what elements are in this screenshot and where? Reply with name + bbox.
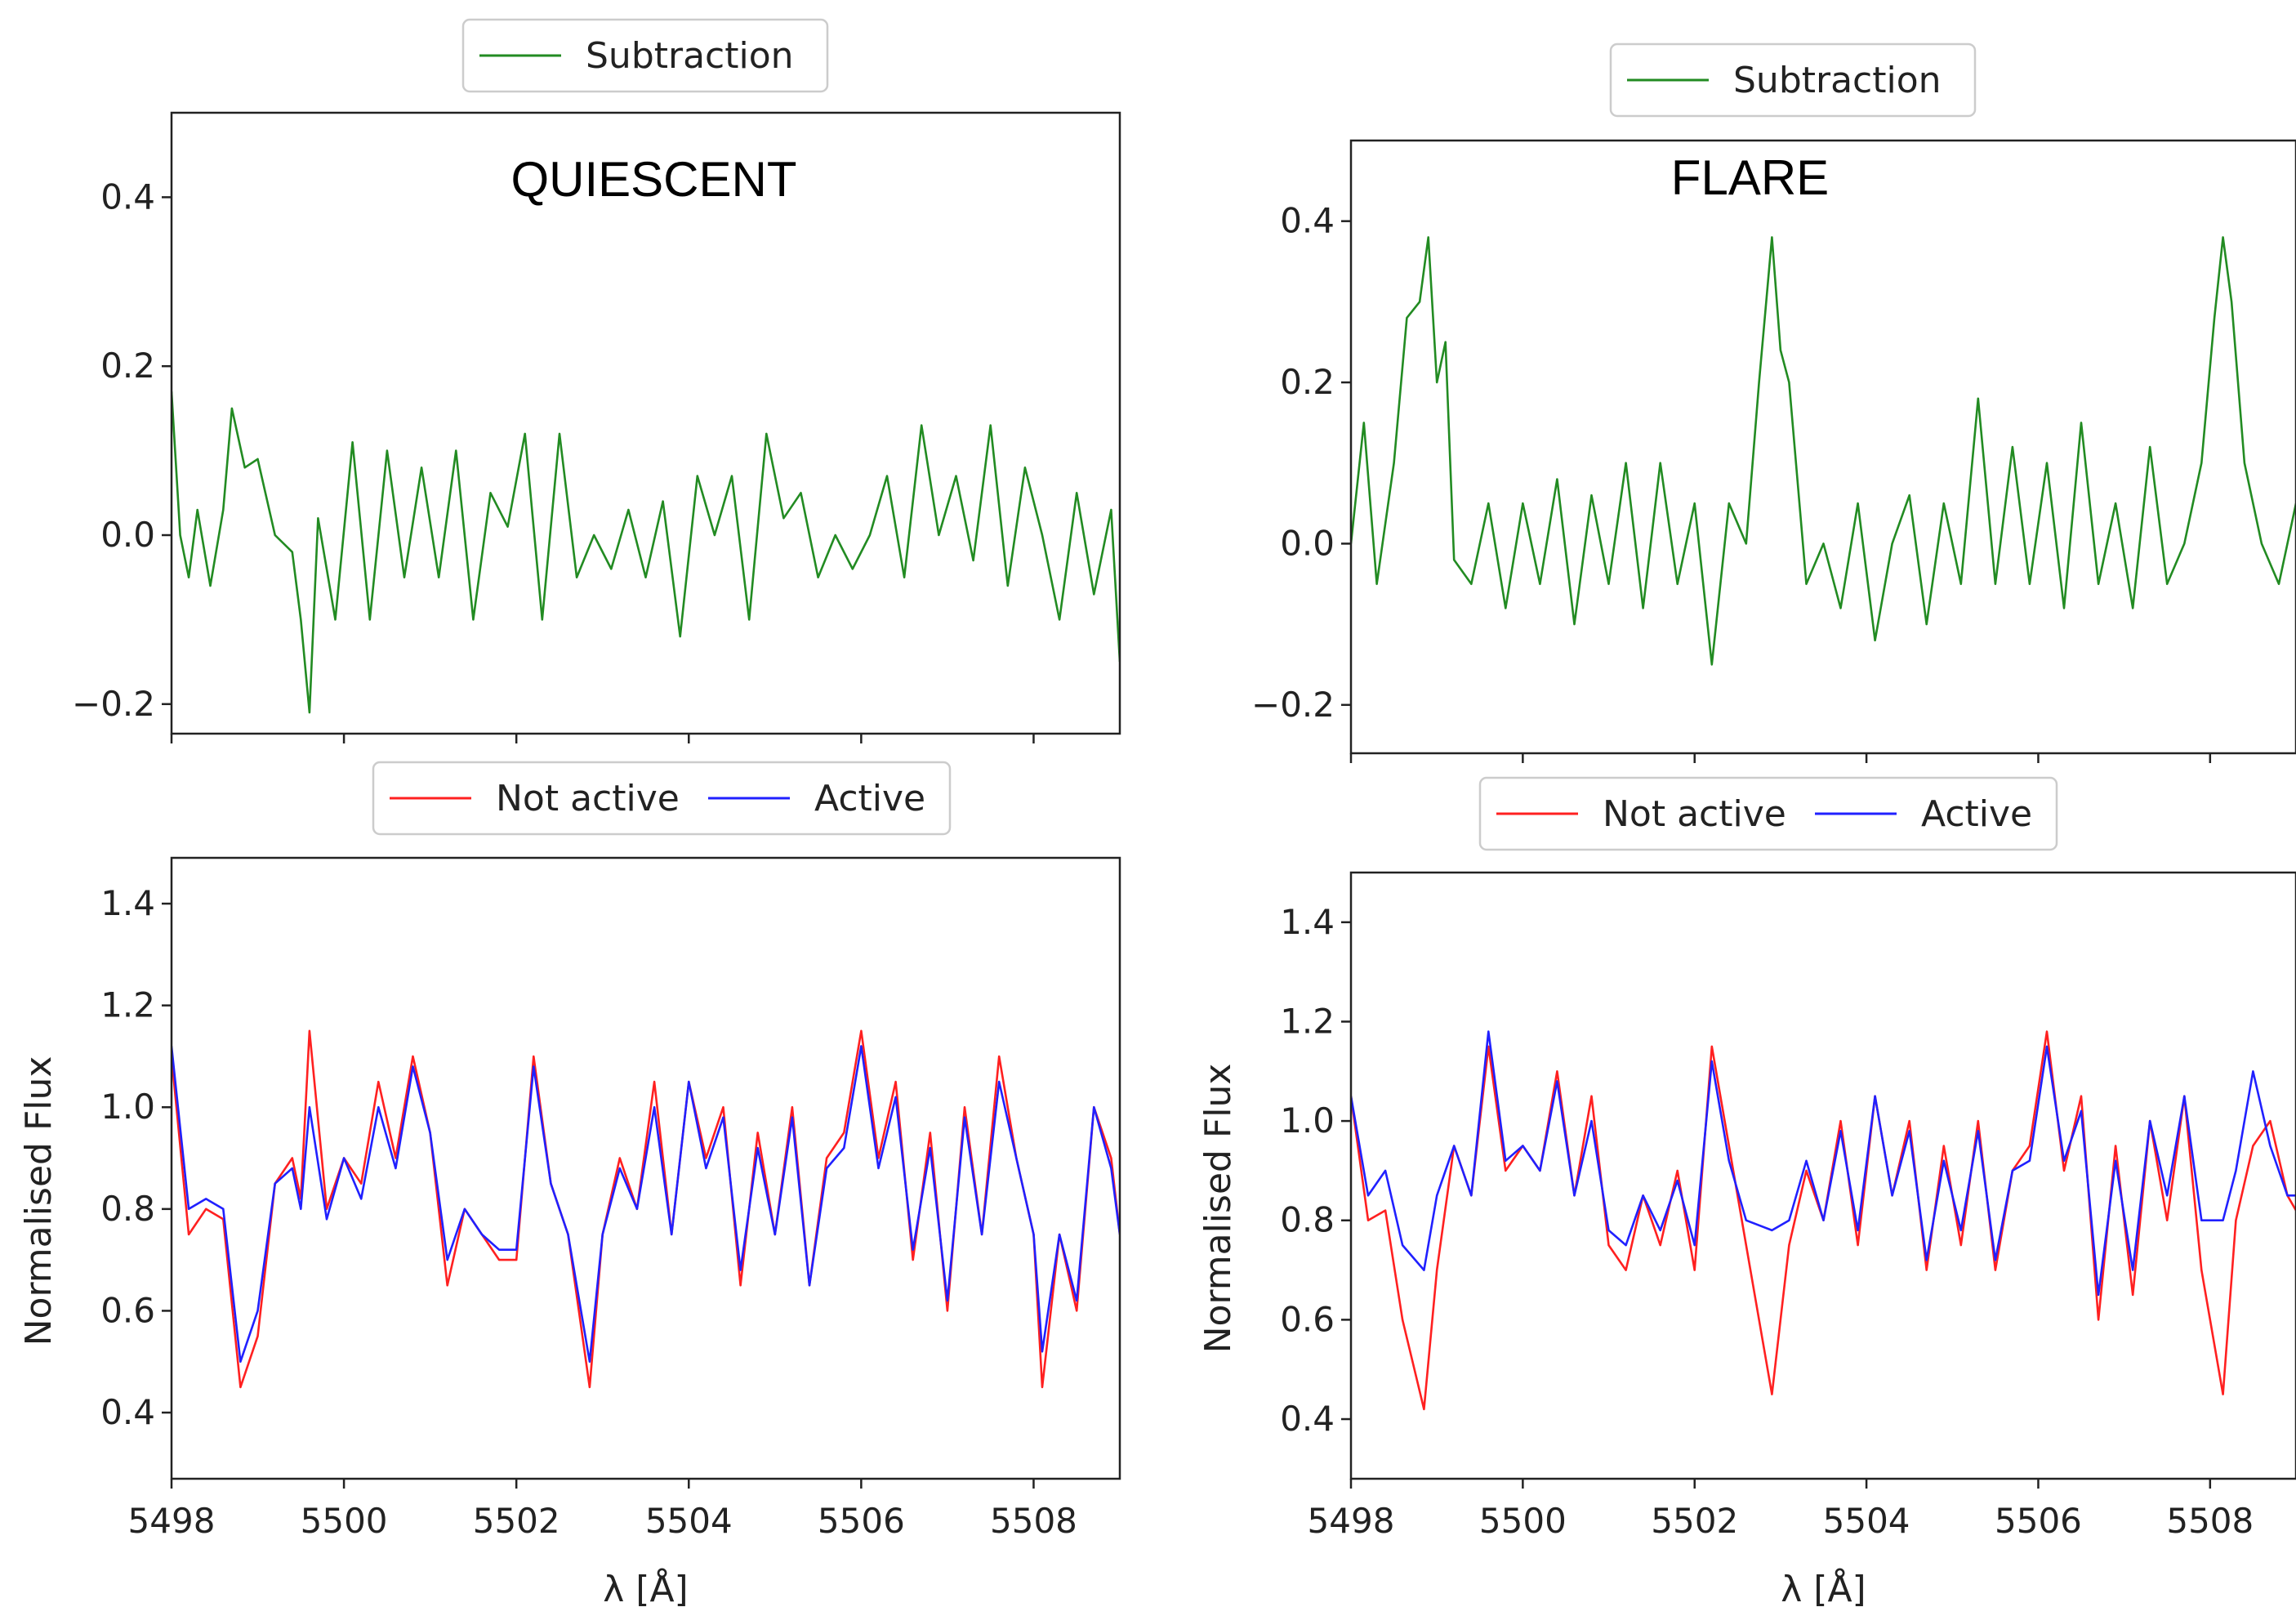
x-tick-label: 5504 <box>645 1501 733 1541</box>
axes-frame <box>170 111 1121 735</box>
legend: Not active Active <box>1478 776 2058 851</box>
axes-frame <box>1349 139 2296 755</box>
x-tick-label: 5500 <box>1479 1501 1567 1541</box>
x-tick-label: 5498 <box>1308 1501 1395 1541</box>
y-tick-label: 0.0 <box>100 515 155 555</box>
panel-title: FLARE <box>1671 150 1829 205</box>
series-line-subtraction <box>1351 236 2296 666</box>
x-tick-label: 5500 <box>301 1501 388 1541</box>
y-tick-label: 0.8 <box>1280 1200 1335 1240</box>
legend: Subtraction <box>461 18 829 93</box>
y-tick-label: 0.2 <box>1280 362 1335 402</box>
y-axis-label: Normalised Flux <box>18 1056 60 1346</box>
y-tick-label: 0.0 <box>1280 523 1335 563</box>
y-tick-label: 0.4 <box>100 1392 155 1432</box>
y-axis-label: Normalised Flux <box>1197 1064 1239 1354</box>
x-tick-label: 5508 <box>990 1501 1077 1541</box>
legend-entry: Active <box>1921 793 2032 835</box>
legend: Not active Active <box>372 761 952 836</box>
panel-2: 1.4 1.2 1.0 0.8 0.6 0.4 5498 5500 5502 5504 5506 55… <box>18 761 1121 1610</box>
legend-entry: Not active <box>496 778 680 819</box>
x-tick-label: 5498 <box>128 1501 216 1541</box>
y-tick-label: 0.4 <box>1280 1399 1335 1439</box>
y-tick-label: 0.4 <box>1280 201 1335 241</box>
x-tick-label: 5506 <box>818 1501 905 1541</box>
x-tick-label: 5504 <box>1823 1501 1910 1541</box>
y-tick-label: 1.2 <box>1280 1001 1335 1041</box>
legend-box <box>1609 42 1977 118</box>
y-tick-label: 0.2 <box>100 346 155 386</box>
x-tick-label: 5508 <box>2166 1501 2254 1541</box>
legend-entry: Not active <box>1603 793 1786 835</box>
y-tick-label: 0.8 <box>100 1189 155 1229</box>
legend-entry: Subtraction <box>586 35 794 77</box>
series-line-active <box>1351 1030 2296 1297</box>
y-tick-label: 1.2 <box>100 985 155 1025</box>
legend: Subtraction <box>1609 42 1977 118</box>
axes-frame <box>170 856 1121 1480</box>
x-tick-label: 5502 <box>473 1501 560 1541</box>
y-tick-label: 0.6 <box>100 1290 155 1330</box>
y-tick-label: 1.0 <box>1280 1100 1335 1141</box>
y-tick-label: 0.6 <box>1280 1299 1335 1339</box>
legend-entry: Active <box>814 778 925 819</box>
legend-box <box>372 761 952 836</box>
y-tick-label: 1.0 <box>100 1087 155 1127</box>
y-tick-label: 1.4 <box>1280 902 1335 942</box>
panel-3: 0.4 0.2 0.0 −0.2 FLARE Subtraction <box>1251 42 2296 763</box>
legend-box <box>1478 776 2058 851</box>
axes-frame <box>1349 871 2296 1480</box>
y-tick-label: −0.2 <box>1251 685 1335 725</box>
x-tick-label: 5506 <box>1995 1501 2082 1541</box>
x-tick-label: 5502 <box>1651 1501 1738 1541</box>
y-tick-label: 0.4 <box>100 176 155 217</box>
series-line-active <box>172 1045 1120 1363</box>
legend-box <box>461 18 829 93</box>
legend-entry: Subtraction <box>1733 60 1942 101</box>
panel-title: QUIESCENT <box>510 152 796 207</box>
series-line-subtraction <box>172 391 1120 714</box>
panel-1: 0.4 0.2 0.0 −0.2 QUIESCENT Subtraction <box>72 18 1121 743</box>
y-tick-label: −0.2 <box>72 684 155 724</box>
panel-4: 1.4 1.2 1.0 0.8 0.6 0.4 5498 5500 5502 5504 5506 55… <box>1197 776 2296 1610</box>
y-tick-label: 1.4 <box>100 883 155 923</box>
x-axis-label: λ [Å] <box>603 1567 688 1610</box>
x-axis-label: λ [Å] <box>1781 1567 1866 1610</box>
